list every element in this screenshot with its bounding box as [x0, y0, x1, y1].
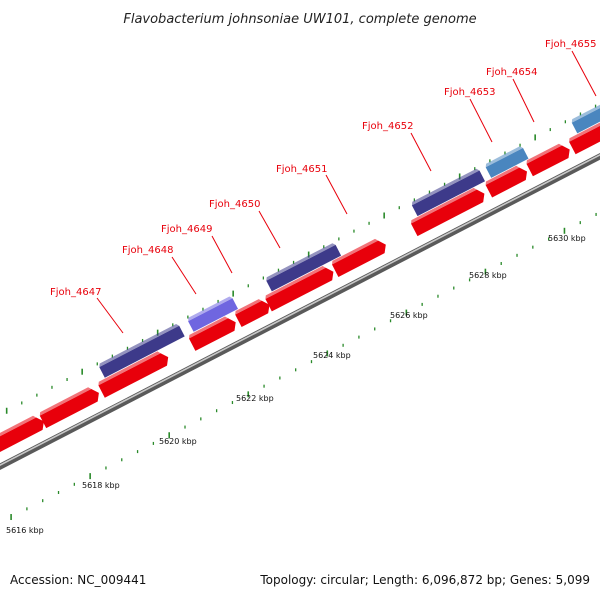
gene-label: Fjoh_4649	[161, 224, 212, 235]
gene-label: Fjoh_4653	[444, 87, 495, 98]
gene-label: Fjoh_4655	[545, 39, 596, 50]
genome-summary: Topology: circular; Length: 6,096,872 bp…	[260, 573, 590, 587]
kbp-label: 5628 kbp	[469, 271, 507, 280]
forward-cds	[189, 316, 236, 351]
reverse-cds-2-face	[266, 244, 342, 292]
forward-cds-3-face	[189, 318, 236, 351]
kbp-label: 5626 kbp	[390, 311, 428, 320]
forward-cds	[0, 415, 44, 453]
gene-label: Fjoh_4648	[122, 245, 173, 256]
forward-cds	[411, 187, 485, 237]
forward-cds-4-face	[235, 300, 270, 327]
reverse-strand-features	[99, 104, 600, 378]
reverse-cds-2-bevel	[266, 243, 336, 281]
reverse-cds	[99, 324, 185, 378]
forward-cds-10-bevel	[569, 122, 600, 142]
forward-cds-5-face	[265, 267, 334, 312]
outer-tick-row	[5, 104, 597, 414]
kbp-ruler-labels: 5616 kbp 5618 kbp 5620 kbp 5622 kbp 5624 kbp…	[6, 234, 586, 535]
gene-label: Fjoh_4647	[50, 287, 101, 298]
forward-cds-6-face	[332, 240, 386, 277]
forward-cds	[235, 299, 270, 327]
reverse-cds-3-face	[411, 170, 485, 217]
reverse-cds-1-face	[188, 298, 238, 332]
gene-label: Fjoh_4654	[486, 67, 537, 78]
kbp-label: 5622 kbp	[236, 394, 274, 403]
leader-line	[512, 78, 535, 123]
kbp-label: 5620 kbp	[159, 437, 197, 446]
forward-cds	[526, 143, 570, 177]
forward-cds-9-face	[526, 145, 570, 177]
reverse-cds-4-bevel	[485, 146, 523, 168]
kbp-label: 5630 kbp	[548, 234, 586, 243]
leader-line	[571, 50, 597, 97]
reverse-cds	[485, 146, 529, 178]
reverse-cds	[188, 296, 238, 332]
kbp-label: 5616 kbp	[6, 526, 44, 535]
forward-cds-3-bevel	[189, 316, 229, 339]
forward-cds-7-bevel	[411, 187, 477, 224]
leader-line	[410, 132, 432, 172]
reverse-cds-5-bevel	[571, 104, 600, 123]
gene-labels: Fjoh_4647 Fjoh_4648 Fjoh_4649 Fjoh_4650 Fjoh…	[50, 39, 596, 298]
accession-label: Accession: NC_009441	[10, 573, 147, 587]
leader-line	[211, 235, 233, 274]
leader-line	[96, 297, 124, 334]
gene-label: Fjoh_4651	[276, 164, 327, 175]
gene-label: Fjoh_4650	[209, 199, 260, 210]
forward-cds-6-bevel	[332, 238, 379, 265]
reverse-cds-0-bevel	[99, 324, 180, 368]
forward-cds	[569, 122, 600, 155]
forward-cds-2-face	[98, 353, 169, 398]
leader-line	[325, 174, 348, 215]
forward-cds-7-face	[411, 189, 485, 237]
forward-cds-8-bevel	[485, 165, 520, 185]
forward-cds	[265, 266, 334, 312]
forward-cds	[485, 165, 527, 198]
reverse-cds-3-bevel	[411, 168, 480, 206]
backbone	[0, 152, 600, 471]
reverse-cds-4-face	[485, 148, 529, 178]
forward-cds-4-bevel	[235, 299, 262, 315]
forward-strand-features	[0, 122, 600, 453]
reverse-cds-0-face	[99, 325, 185, 378]
map-title: Flavobacterium johnsoniae UW101, complet…	[123, 12, 476, 27]
forward-cds-1-face	[39, 389, 99, 429]
forward-cds-0-face	[0, 417, 44, 453]
reverse-cds	[571, 104, 600, 134]
reverse-cds-5-face	[571, 108, 600, 134]
forward-cds	[39, 387, 99, 429]
leader-line	[171, 256, 197, 295]
gene-label: Fjoh_4652	[362, 121, 413, 132]
kbp-label: 5624 kbp	[313, 351, 351, 360]
label-leader-lines	[96, 50, 597, 334]
forward-cds-10-face	[569, 125, 600, 155]
forward-cds-2-bevel	[98, 351, 161, 386]
forward-cds-0-bevel	[0, 415, 37, 437]
forward-cds-5-bevel	[265, 266, 326, 299]
kbp-label: 5618 kbp	[82, 481, 120, 490]
reverse-cds-1-bevel	[188, 296, 233, 322]
forward-cds	[332, 238, 386, 277]
forward-cds-1-bevel	[39, 387, 92, 416]
forward-cds	[98, 351, 169, 398]
leader-line	[469, 98, 493, 143]
reverse-cds	[411, 168, 485, 217]
forward-cds-9-bevel	[526, 143, 562, 164]
leader-line	[258, 210, 281, 249]
reverse-cds	[266, 243, 342, 292]
ruler-tick-row	[10, 212, 597, 521]
forward-cds-8-face	[485, 167, 527, 198]
